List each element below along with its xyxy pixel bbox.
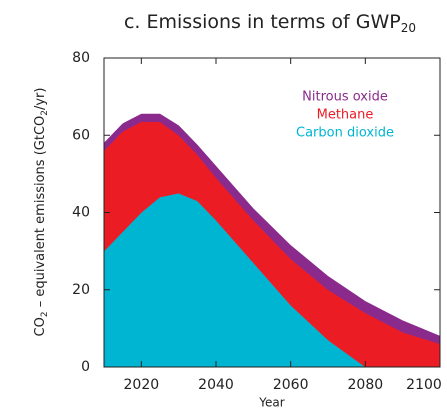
y-tick-label: 0: [81, 359, 90, 375]
y-axis-label: CO2 – equivalent emissions (GtCO2/yr): [33, 88, 50, 337]
ylabel-sub: 2: [40, 311, 50, 317]
x-tick-label: 2080: [348, 377, 384, 393]
title-subscript: 20: [401, 21, 416, 35]
y-tick-label: 20: [72, 282, 90, 298]
ylabel-part: /yr): [33, 88, 48, 111]
y-tick-label: 60: [72, 127, 90, 143]
title-text: c. Emissions in terms of GWP: [124, 11, 401, 33]
x-tick-label: 2040: [198, 377, 234, 393]
legend-label: Nitrous oxide: [302, 90, 388, 105]
ylabel-sub: 2: [40, 110, 50, 116]
legend-label: Carbon dioxide: [296, 126, 394, 141]
x-tick-label: 2060: [273, 377, 309, 393]
x-tick-label: 2020: [124, 377, 160, 393]
x-tick-label: 2100: [406, 377, 442, 393]
ylabel-part: – equivalent emissions (GtCO: [33, 116, 48, 312]
ylabel-part: CO: [33, 317, 48, 336]
legend-label: Methane: [317, 108, 374, 123]
y-tick-label: 80: [72, 50, 90, 66]
chart-title: c. Emissions in terms of GWP20: [124, 11, 416, 35]
y-tick-label: 40: [72, 205, 90, 221]
x-axis-label: Year: [258, 396, 284, 410]
